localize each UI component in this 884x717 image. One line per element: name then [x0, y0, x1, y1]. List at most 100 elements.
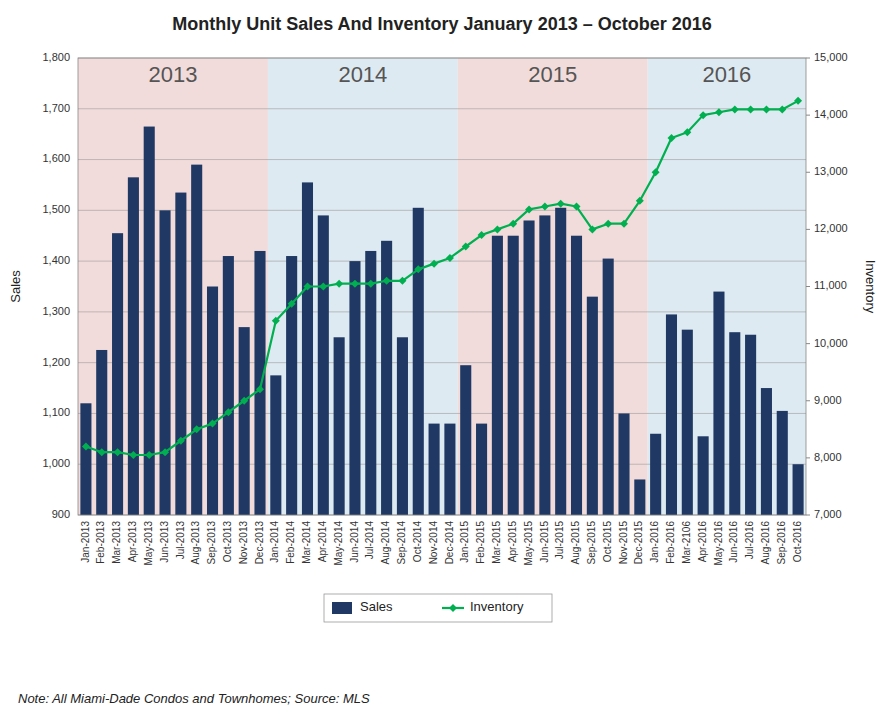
x-tick-label: Feb-2014 [285, 521, 296, 564]
y2-tick [806, 286, 810, 287]
bar [650, 434, 661, 515]
x-tick-label: Dec-2015 [633, 521, 644, 565]
legend-swatch [332, 602, 352, 614]
bar [793, 464, 804, 515]
marker [193, 425, 201, 433]
grid-line [78, 210, 806, 211]
year-label: 2015 [528, 62, 577, 87]
y2-tick-label: 9,000 [814, 394, 842, 406]
bar [761, 388, 772, 515]
legend-label: Inventory [470, 599, 524, 614]
bar [666, 314, 677, 515]
x-tick-label: Aug-2013 [190, 521, 201, 565]
x-tick-label: Jun-2015 [539, 521, 550, 563]
bar [302, 182, 313, 515]
x-tick-label: Jun-2014 [349, 521, 360, 563]
legend: SalesInventory [324, 594, 552, 622]
x-tick-label: Mar-2106 [681, 521, 692, 564]
x-tick-label: Jun-2016 [728, 521, 739, 563]
y2-axis-label: Inventory [863, 260, 878, 314]
marker [272, 317, 280, 325]
grid-line [78, 108, 806, 109]
marker [731, 105, 739, 113]
marker [240, 397, 248, 405]
x-tick-label: Feb-2015 [475, 521, 486, 564]
x-tick-label: Aug-2016 [760, 521, 771, 565]
bar [254, 251, 265, 515]
y2-tick [806, 172, 810, 173]
x-tick-label: Oct-2016 [792, 521, 803, 563]
y-tick-label: 1,700 [42, 102, 70, 114]
x-tick-label: Sep-2013 [206, 521, 217, 565]
bar [634, 479, 645, 515]
marker [525, 205, 533, 213]
y2-tick [806, 58, 810, 59]
marker [114, 448, 122, 456]
x-tick-label: Sep-2016 [776, 521, 787, 565]
marker [778, 105, 786, 113]
x-tick-label: Sep-2014 [396, 521, 407, 565]
x-tick-label: Nov-2013 [238, 521, 249, 565]
marker [604, 220, 612, 228]
bar [777, 411, 788, 515]
bar [128, 177, 139, 515]
bar [555, 208, 566, 515]
x-tick-label: Feb-2013 [95, 521, 106, 564]
bar [460, 365, 471, 515]
x-tick-label: Jul-2015 [554, 521, 565, 560]
marker [129, 451, 137, 459]
marker [209, 420, 217, 428]
y2-tick [806, 343, 810, 344]
y2-tick [806, 457, 810, 458]
x-tick-label: May-2015 [523, 521, 534, 566]
plot-frame [78, 58, 806, 515]
marker [335, 280, 343, 288]
bar [318, 215, 329, 515]
legend-marker [449, 604, 457, 612]
marker [367, 280, 375, 288]
x-tick-label: Dec-2014 [444, 521, 455, 565]
x-tick-label: Apr-2016 [697, 521, 708, 563]
year-band [648, 58, 806, 515]
marker [762, 105, 770, 113]
bar [476, 424, 487, 515]
x-tick-label: Mar-2014 [301, 521, 312, 564]
bar [112, 233, 123, 515]
bar [349, 261, 360, 515]
grid-line [78, 362, 806, 363]
x-tick-label: Mar-2015 [491, 521, 502, 564]
x-tick-label: Apr-2013 [127, 521, 138, 563]
x-tick-label: Jul-2016 [744, 521, 755, 560]
bar [713, 292, 724, 515]
y2-tick-label: 12,000 [814, 222, 848, 234]
y2-tick-label: 7,000 [814, 508, 842, 520]
bar [603, 259, 614, 515]
y2-tick-label: 11,000 [814, 279, 847, 291]
x-tick-label: Nov-2014 [428, 521, 439, 565]
marker [683, 128, 691, 136]
y2-tick-label: 13,000 [814, 165, 848, 177]
year-label: 2014 [338, 62, 387, 87]
y-tick-label: 1,800 [42, 51, 70, 63]
marker [430, 260, 438, 268]
x-tick-label: Sep-2015 [586, 521, 597, 565]
bar [286, 256, 297, 515]
y2-tick-label: 14,000 [814, 108, 848, 120]
bar [429, 424, 440, 515]
marker [383, 277, 391, 285]
bar [334, 337, 345, 515]
y-tick-label: 1,300 [42, 305, 70, 317]
x-tick-label: Aug-2014 [380, 521, 391, 565]
x-tick-label: Dec-2013 [254, 521, 265, 565]
bar [571, 236, 582, 515]
x-tick-label: Jan-2016 [649, 521, 660, 563]
bar [160, 210, 171, 515]
x-tick-label: May-2013 [143, 521, 154, 566]
x-tick-label: Mar-2013 [111, 521, 122, 564]
x-tick-label: Jun-2013 [159, 521, 170, 563]
marker [478, 231, 486, 239]
marker [414, 265, 422, 273]
y2-tick-label: 10,000 [814, 337, 848, 349]
x-tick-label: Jul-2014 [364, 521, 375, 560]
y-tick-label: 1,100 [42, 406, 70, 418]
